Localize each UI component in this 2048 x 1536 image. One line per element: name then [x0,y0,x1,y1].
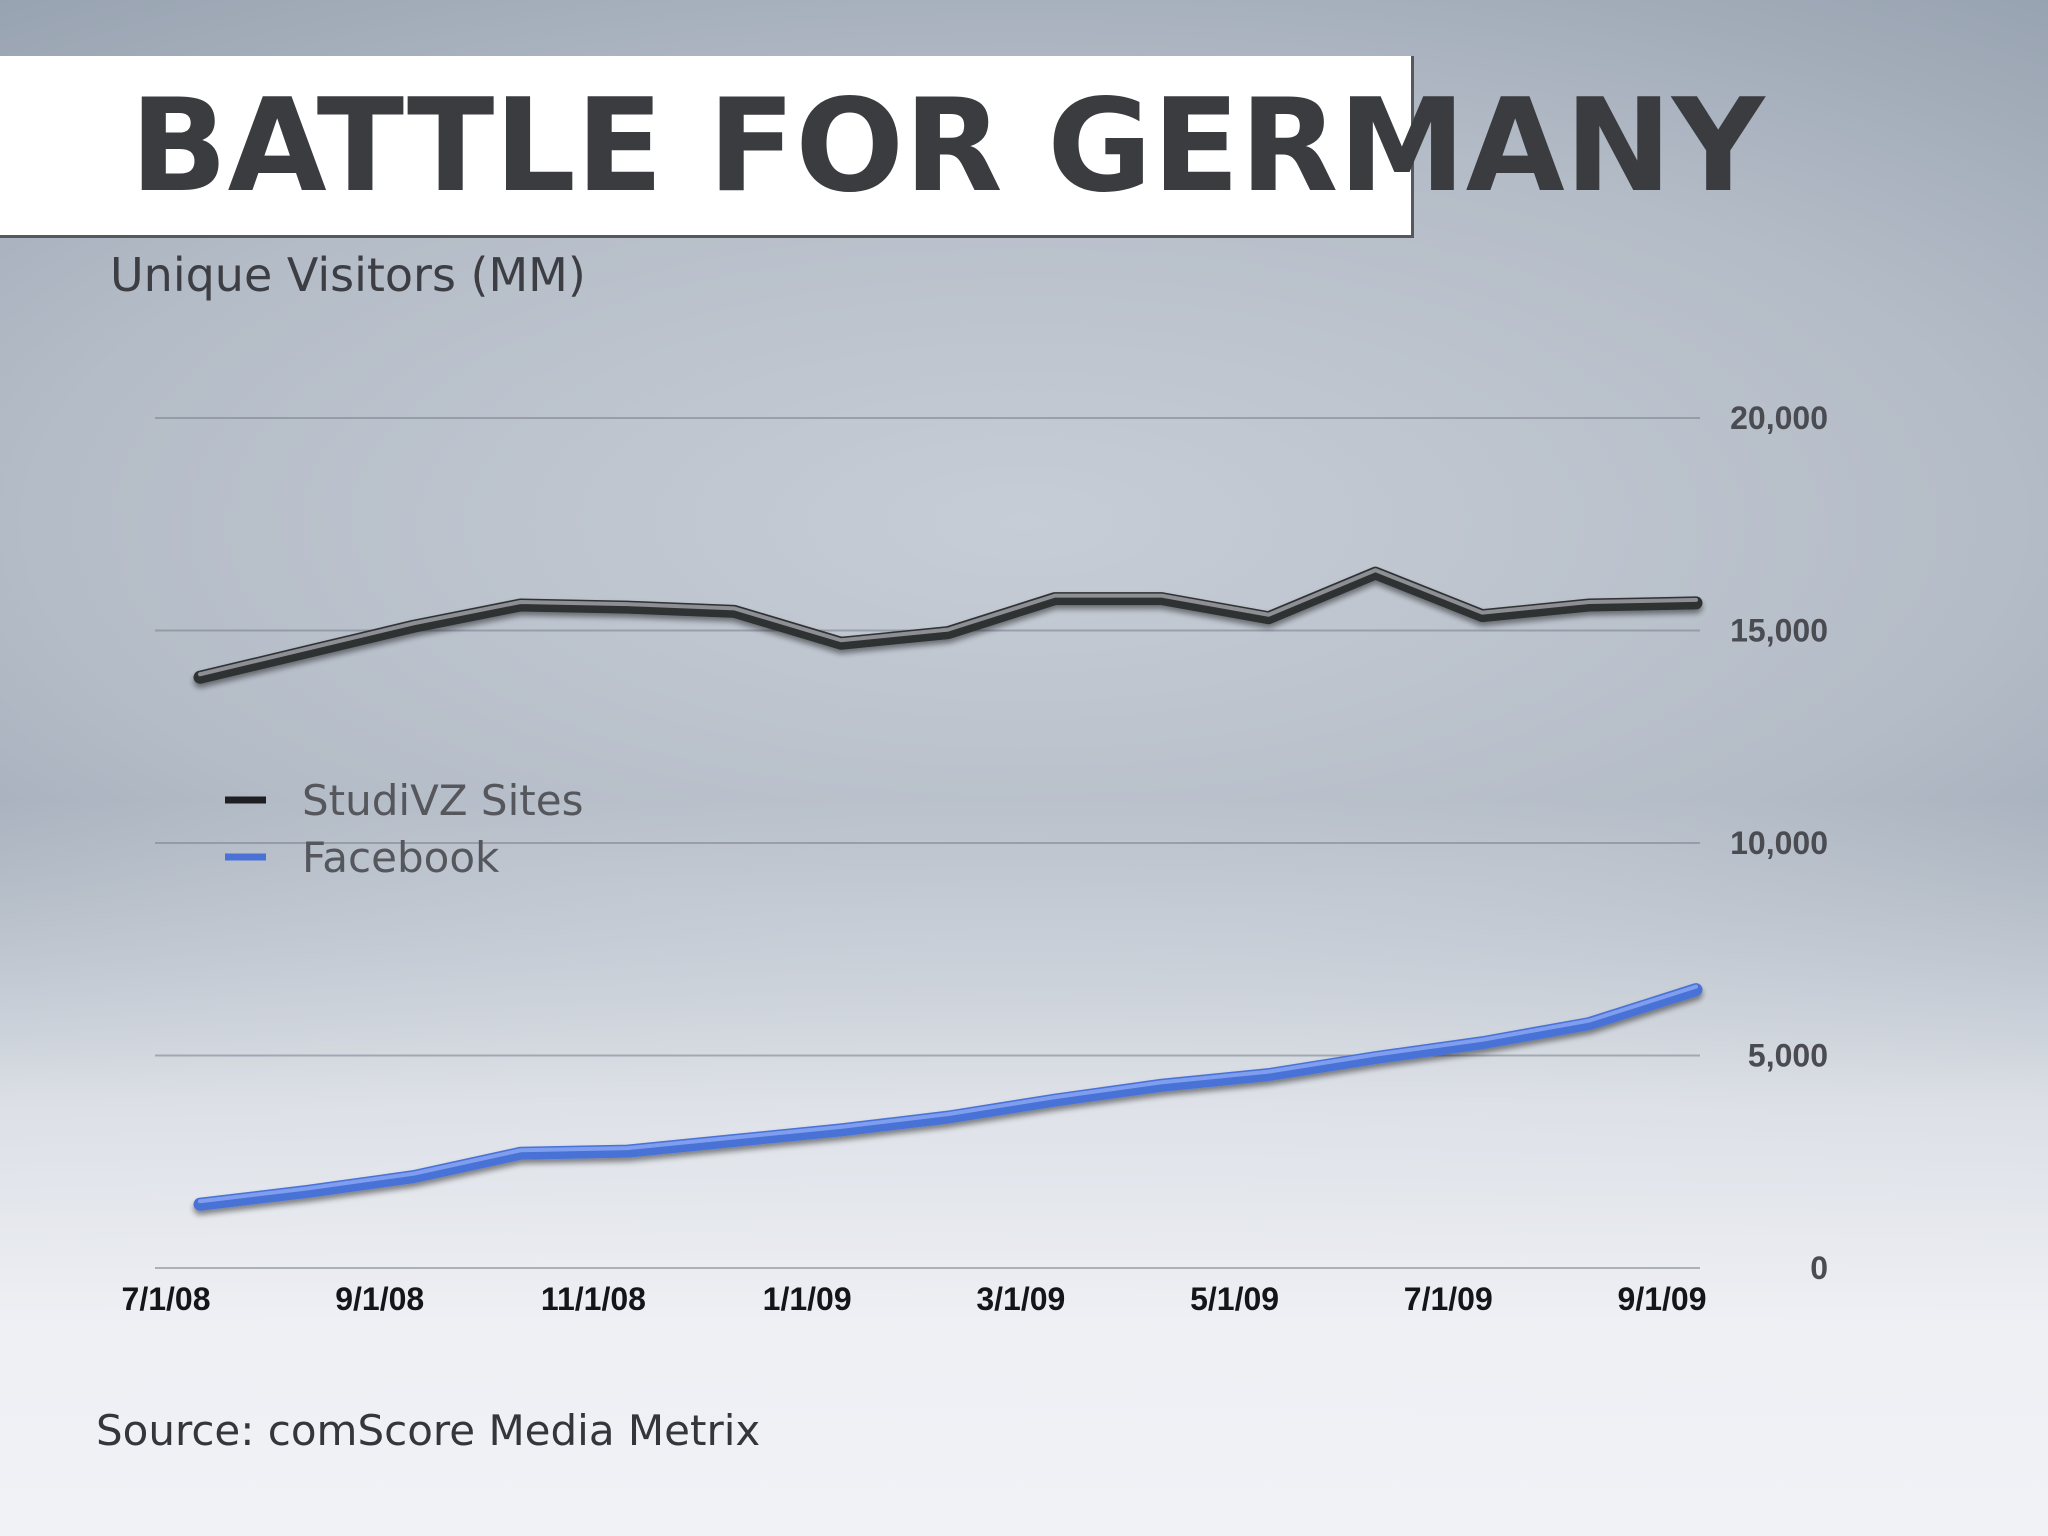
title-box [0,56,1414,238]
y-tick-label: 10,000 [1730,825,1828,861]
series-line-highlight [198,984,1698,1204]
x-tick-label: 7/1/09 [1404,1281,1493,1317]
x-tick-label: 7/1/08 [122,1281,211,1317]
x-tick-label: 3/1/09 [976,1281,1065,1317]
x-axis-ticks: 7/1/08 9/1/08 11/1/08 1/1/09 3/1/09 5/1/09 7/1… [122,1281,1707,1317]
y-tick-label: 0 [1810,1250,1828,1286]
chart-legend: StudiVZ Sites Facebook [225,776,583,882]
series-line [193,566,1703,684]
y-tick-label: 5,000 [1748,1038,1828,1074]
x-tick-label: 11/1/08 [541,1281,646,1317]
series-line-highlight [198,568,1698,677]
legend-label: Facebook [302,833,500,882]
x-tick-label: 9/1/08 [335,1281,424,1317]
series-studivz-sites [193,566,1703,684]
x-tick-label: 5/1/09 [1190,1281,1279,1317]
x-tick-label: 9/1/09 [1618,1281,1707,1317]
series-lines [193,566,1703,1211]
x-tick-label: 1/1/09 [763,1281,852,1317]
y-tick-label: 20,000 [1730,400,1828,436]
series-line [193,983,1703,1211]
y-axis-ticks: 0 5,000 10,000 15,000 20,000 [1730,400,1828,1286]
legend-label: StudiVZ Sites [302,776,583,825]
series-facebook [193,983,1703,1211]
source-note: Source: comScore Media Metrix [96,1406,761,1455]
y-tick-label: 15,000 [1730,613,1828,649]
slide-title: BATTLE FOR GERMANY [130,72,1765,221]
chart-subtitle: Unique Visitors (MM) [110,248,586,302]
